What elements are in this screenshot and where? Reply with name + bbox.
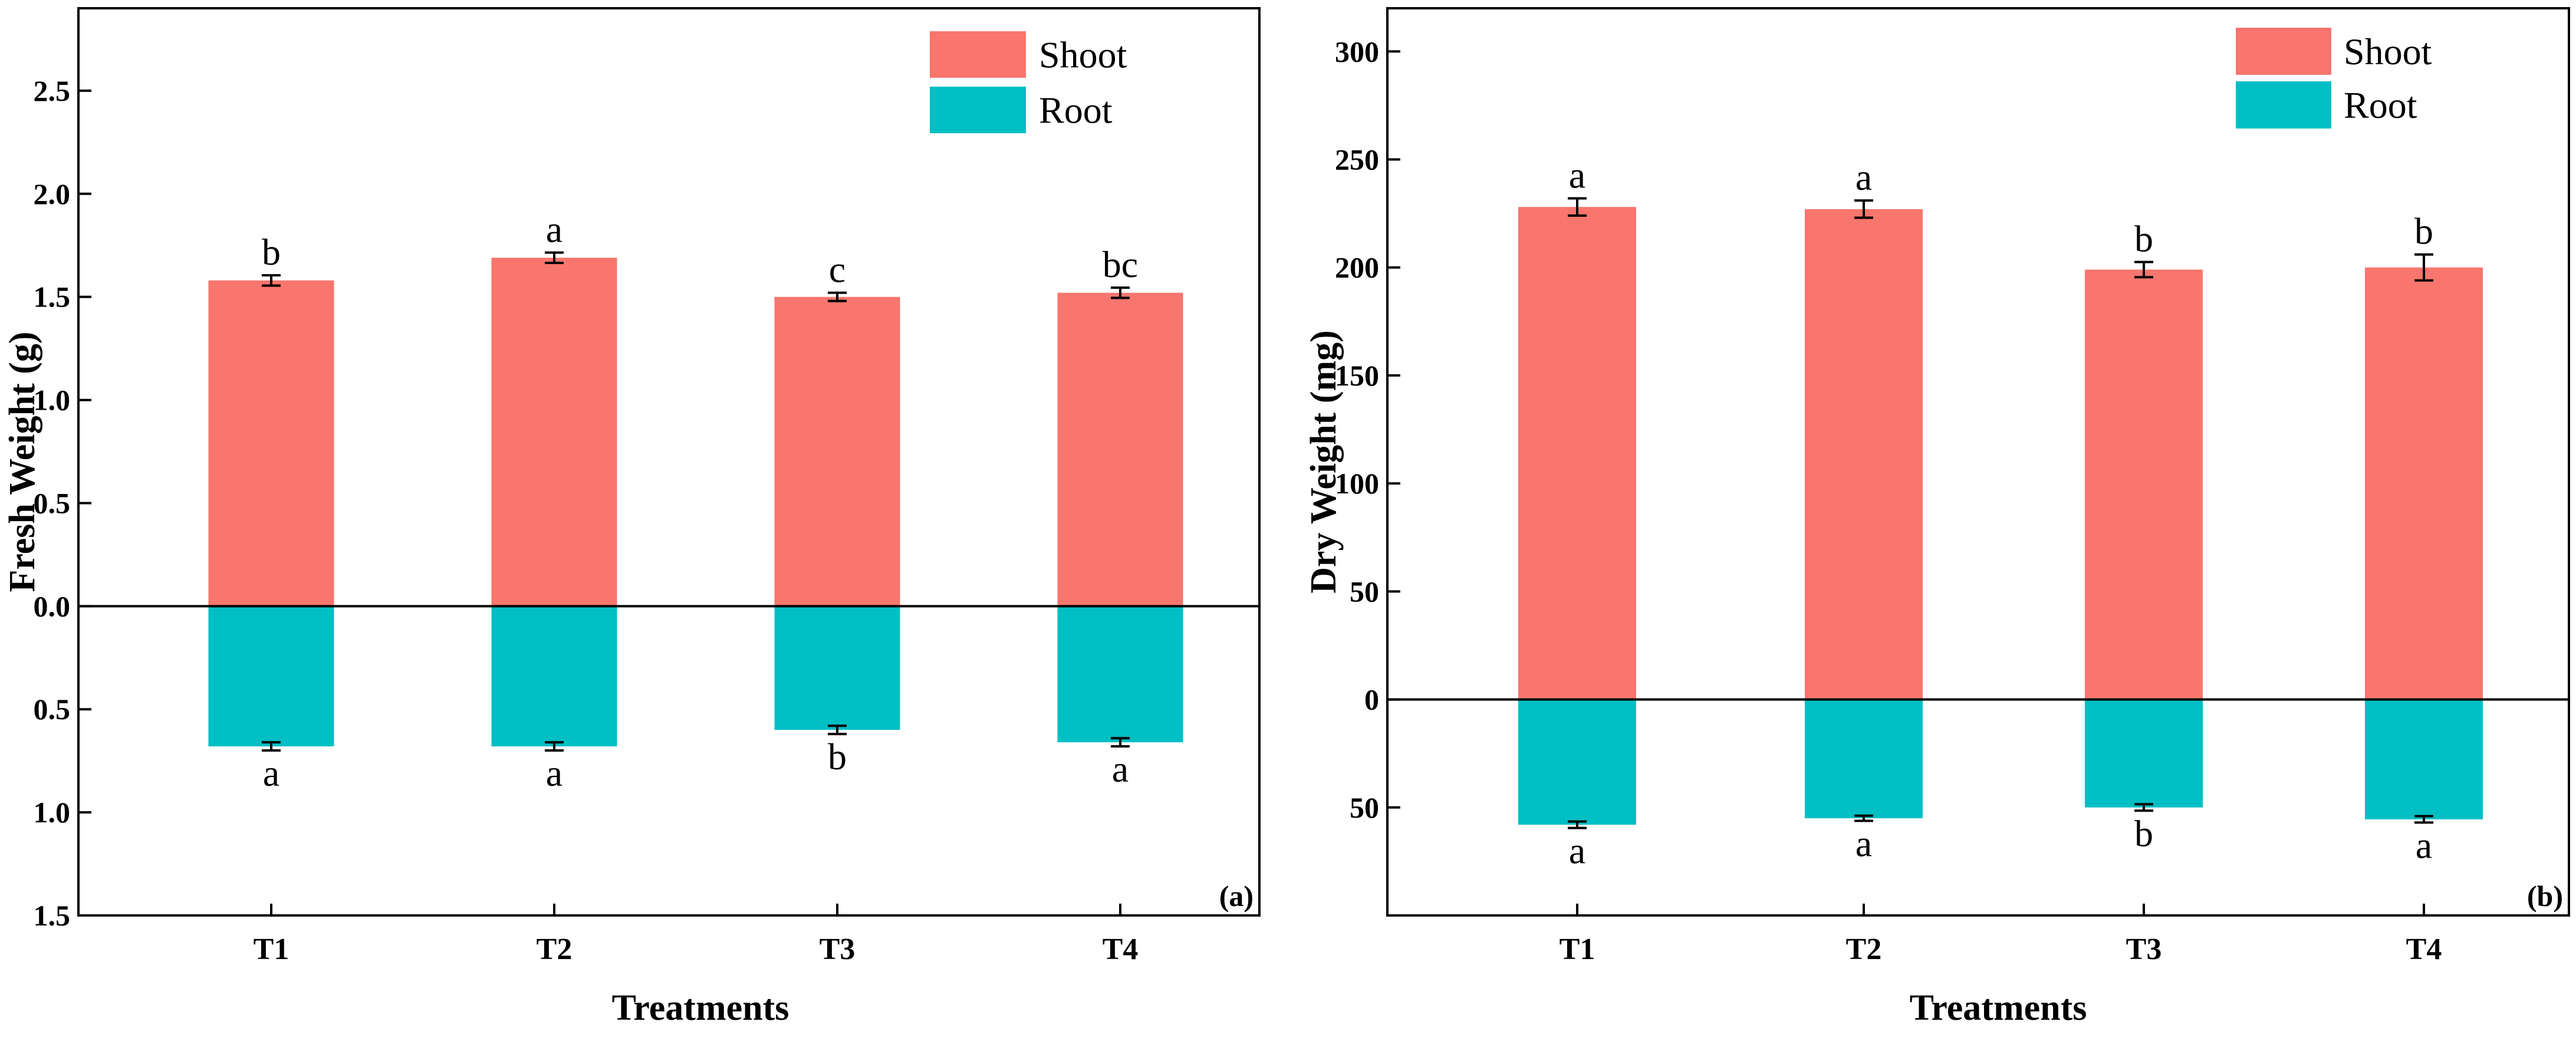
significance-label: c bbox=[829, 249, 845, 291]
bar-root-t2 bbox=[1805, 699, 1923, 819]
y-tick-label: 200 bbox=[1335, 251, 1379, 284]
bar-shoot-t4 bbox=[2365, 267, 2483, 700]
panel-label: (b) bbox=[2527, 879, 2563, 912]
y-tick-label: 150 bbox=[1335, 359, 1379, 392]
y-tick-label: 0.5 bbox=[34, 693, 71, 726]
x-tick-label: T4 bbox=[1103, 933, 1139, 966]
y-tick-label: 50 bbox=[1350, 575, 1379, 608]
legend-swatch-shoot bbox=[2236, 28, 2331, 75]
plot-frame bbox=[1386, 7, 2570, 917]
y-axis-title: Dry Weight (mg) bbox=[1304, 330, 1344, 594]
y-tick-label: 0 bbox=[1364, 683, 1379, 716]
y-tick-label: 1.5 bbox=[34, 281, 71, 314]
legend-label-shoot: Shoot bbox=[2344, 31, 2432, 73]
y-tick-label: 2.5 bbox=[34, 74, 71, 107]
bar-root-t4 bbox=[2365, 699, 2483, 819]
panel-a: b a c bc a a b a 2.5 2.0 1.5 1.0 0.5 0.0 0.5 1.0 1.5 T1 T2… bbox=[2, 7, 1261, 1028]
bar-shoot-t1 bbox=[208, 280, 334, 607]
x-tick-label: T3 bbox=[820, 933, 856, 966]
significance-label: a bbox=[1855, 156, 1872, 198]
significance-label: b bbox=[262, 231, 281, 273]
bar-shoot-t3 bbox=[2085, 269, 2203, 700]
y-tick-label: 250 bbox=[1335, 143, 1379, 176]
significance-label: b bbox=[2134, 218, 2153, 260]
significance-label: a bbox=[1112, 748, 1129, 790]
bar-shoot-t3 bbox=[774, 297, 900, 607]
error-bar-root-t1 bbox=[1568, 820, 1587, 829]
error-bar-root-t2 bbox=[545, 741, 564, 752]
significance-label: a bbox=[1569, 830, 1585, 872]
y-tick-label: 1.0 bbox=[34, 384, 71, 417]
significance-label: b bbox=[2134, 812, 2153, 854]
panel-b: a a b b a a b a 300 250 200 150 100 50 0 50 T1 T2 T3 T4 Trea… bbox=[1304, 7, 2570, 1028]
error-bar-shoot-t3 bbox=[2134, 261, 2153, 279]
significance-label: a bbox=[263, 752, 279, 794]
significance-label: a bbox=[1569, 154, 1585, 196]
significance-label: a bbox=[1855, 823, 1872, 865]
bar-root-t2 bbox=[491, 606, 617, 747]
error-bar-shoot-t4 bbox=[1111, 286, 1130, 299]
y-tick-label: 1.5 bbox=[34, 899, 71, 932]
y-tick-label: 300 bbox=[1335, 35, 1379, 68]
significance-label: a bbox=[546, 752, 562, 794]
bar-root-t1 bbox=[1518, 699, 1636, 825]
x-tick-label: T1 bbox=[1560, 933, 1595, 966]
x-tick-label: T4 bbox=[2406, 933, 2442, 966]
x-tick-label: T2 bbox=[537, 933, 573, 966]
x-tick-label: T1 bbox=[254, 933, 289, 966]
y-tick-label: 2.0 bbox=[34, 177, 71, 210]
significance-label: b bbox=[2414, 210, 2433, 252]
error-bar-shoot-t2 bbox=[545, 251, 564, 264]
error-bar-root-t2 bbox=[1854, 814, 1873, 822]
bar-root-t4 bbox=[1057, 606, 1183, 743]
plot-frame bbox=[77, 7, 1261, 917]
panel-label: (a) bbox=[1219, 879, 1254, 912]
legend-swatch-root bbox=[2236, 81, 2331, 129]
legend: Shoot Root bbox=[2236, 28, 2432, 129]
y-tick-label: 50 bbox=[1350, 791, 1379, 824]
bar-root-t3 bbox=[2085, 699, 2203, 808]
x-tick-label: T2 bbox=[1846, 933, 1882, 966]
y-tick-label: 100 bbox=[1335, 467, 1379, 500]
x-tick-label: T3 bbox=[2126, 933, 2162, 966]
legend-swatch-root bbox=[930, 87, 1026, 133]
legend: Shoot Root bbox=[930, 31, 1127, 133]
significance-label: b bbox=[828, 736, 847, 778]
significance-label: a bbox=[546, 208, 562, 250]
error-bar-root-t4 bbox=[2414, 815, 2433, 824]
error-bar-shoot-t4 bbox=[2414, 253, 2433, 282]
y-tick-label: 1.0 bbox=[34, 796, 71, 829]
error-bar-root-t3 bbox=[2134, 803, 2153, 812]
significance-label: bc bbox=[1103, 243, 1138, 285]
error-bar-shoot-t1 bbox=[1568, 197, 1587, 217]
x-axis-title: Treatments bbox=[612, 988, 789, 1028]
bar-shoot-t1 bbox=[1518, 207, 1636, 700]
bar-shoot-t2 bbox=[1805, 209, 1923, 700]
error-bar-root-t1 bbox=[262, 741, 281, 752]
bar-root-t3 bbox=[774, 606, 900, 730]
significance-label: a bbox=[2416, 824, 2432, 866]
y-tick-label: 0.5 bbox=[34, 486, 71, 519]
bar-shoot-t2 bbox=[491, 258, 617, 607]
y-tick-label: 0.0 bbox=[34, 589, 71, 622]
error-bar-shoot-t3 bbox=[828, 291, 847, 302]
error-bar-shoot-t2 bbox=[1854, 199, 1873, 219]
legend-label-root: Root bbox=[2344, 84, 2417, 126]
bar-shoot-t4 bbox=[1057, 292, 1183, 607]
bar-root-t1 bbox=[208, 606, 334, 747]
y-axis-title: Fresh Weight (g) bbox=[2, 331, 42, 592]
legend-swatch-shoot bbox=[930, 31, 1026, 78]
error-bar-root-t3 bbox=[828, 724, 847, 736]
x-axis-title: Treatments bbox=[1910, 988, 2087, 1028]
legend-label-root: Root bbox=[1039, 90, 1113, 131]
legend-label-shoot: Shoot bbox=[1039, 34, 1127, 76]
error-bar-root-t4 bbox=[1111, 737, 1130, 748]
error-bar-shoot-t1 bbox=[262, 274, 281, 287]
